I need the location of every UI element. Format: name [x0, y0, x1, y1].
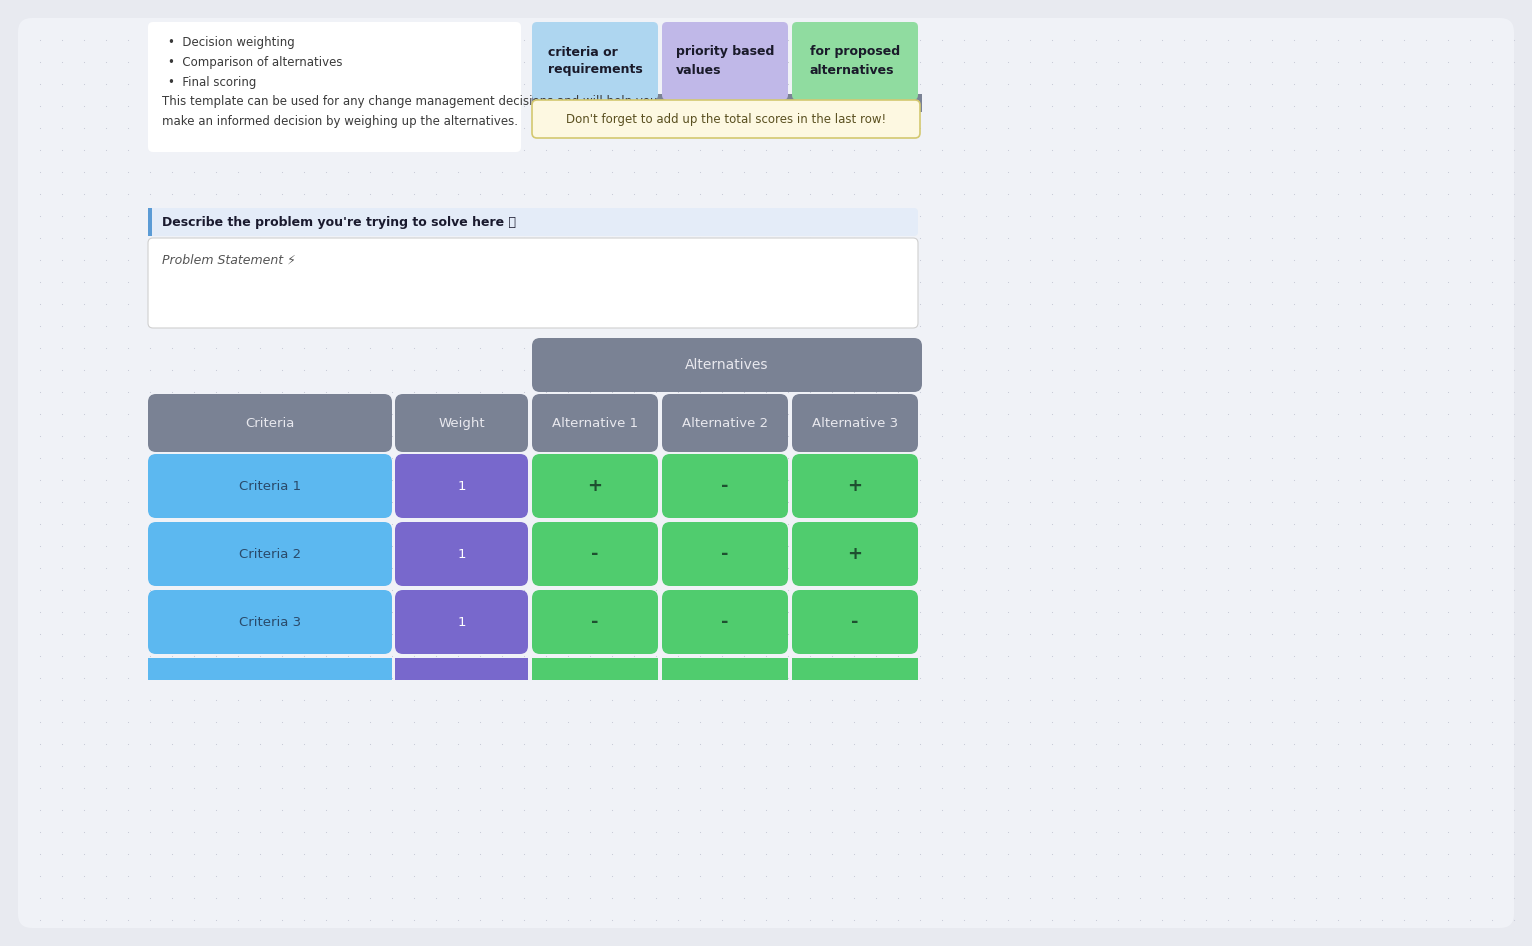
Text: +: + — [587, 477, 602, 495]
FancyBboxPatch shape — [532, 100, 921, 138]
FancyBboxPatch shape — [149, 590, 392, 654]
Text: Criteria 3: Criteria 3 — [239, 616, 302, 628]
FancyBboxPatch shape — [532, 22, 659, 100]
Text: 1: 1 — [457, 616, 466, 628]
Text: -: - — [852, 613, 859, 631]
FancyBboxPatch shape — [662, 394, 787, 452]
FancyBboxPatch shape — [395, 522, 529, 586]
Text: Alternative 2: Alternative 2 — [682, 416, 768, 429]
Text: 1: 1 — [457, 548, 466, 560]
FancyBboxPatch shape — [149, 22, 521, 152]
Text: Alternative 3: Alternative 3 — [812, 416, 898, 429]
FancyBboxPatch shape — [532, 522, 659, 586]
FancyBboxPatch shape — [662, 522, 787, 586]
FancyBboxPatch shape — [149, 522, 392, 586]
Text: Criteria 2: Criteria 2 — [239, 548, 302, 560]
FancyBboxPatch shape — [395, 394, 529, 452]
Text: •  Decision weighting: • Decision weighting — [169, 36, 294, 49]
FancyBboxPatch shape — [532, 94, 922, 112]
Text: Describe the problem you're trying to solve here 🙌: Describe the problem you're trying to so… — [162, 216, 516, 229]
Text: priority based
values: priority based values — [676, 45, 774, 77]
Text: criteria or
requirements: criteria or requirements — [547, 45, 642, 77]
FancyBboxPatch shape — [792, 394, 918, 452]
Text: Problem Statement ⚡: Problem Statement ⚡ — [162, 254, 296, 267]
Text: Weight: Weight — [438, 416, 484, 429]
FancyBboxPatch shape — [532, 590, 659, 654]
FancyBboxPatch shape — [149, 454, 392, 518]
FancyBboxPatch shape — [532, 454, 659, 518]
FancyBboxPatch shape — [395, 454, 529, 518]
FancyBboxPatch shape — [792, 522, 918, 586]
Bar — [149, 658, 392, 680]
FancyBboxPatch shape — [149, 208, 918, 236]
Text: for proposed
alternatives: for proposed alternatives — [810, 45, 901, 77]
Bar — [532, 658, 659, 680]
Text: +: + — [847, 477, 863, 495]
Bar — [662, 658, 787, 680]
FancyBboxPatch shape — [18, 18, 1514, 928]
Text: This template can be used for any change management decisions and will help you
: This template can be used for any change… — [162, 95, 657, 128]
Text: +: + — [847, 545, 863, 563]
FancyBboxPatch shape — [792, 22, 918, 100]
Bar — [395, 658, 529, 680]
FancyBboxPatch shape — [792, 454, 918, 518]
Text: 1: 1 — [457, 480, 466, 493]
FancyBboxPatch shape — [662, 22, 787, 100]
FancyBboxPatch shape — [395, 590, 529, 654]
Text: Alternatives: Alternatives — [685, 358, 769, 372]
FancyBboxPatch shape — [149, 238, 918, 328]
Text: Criteria 1: Criteria 1 — [239, 480, 302, 493]
FancyBboxPatch shape — [662, 454, 787, 518]
Text: Don't forget to add up the total scores in the last row!: Don't forget to add up the total scores … — [565, 113, 885, 126]
Text: Alternative 1: Alternative 1 — [552, 416, 637, 429]
Text: •  Comparison of alternatives: • Comparison of alternatives — [169, 56, 343, 69]
Bar — [792, 658, 918, 680]
FancyBboxPatch shape — [532, 338, 922, 392]
FancyBboxPatch shape — [662, 590, 787, 654]
Text: •  Final scoring: • Final scoring — [169, 76, 256, 89]
FancyBboxPatch shape — [792, 590, 918, 654]
Text: -: - — [591, 545, 599, 563]
FancyBboxPatch shape — [149, 394, 392, 452]
Text: -: - — [722, 545, 729, 563]
Text: -: - — [722, 613, 729, 631]
FancyBboxPatch shape — [532, 394, 659, 452]
Text: -: - — [722, 477, 729, 495]
Text: -: - — [591, 613, 599, 631]
Text: Criteria: Criteria — [245, 416, 294, 429]
Bar — [149, 208, 152, 236]
